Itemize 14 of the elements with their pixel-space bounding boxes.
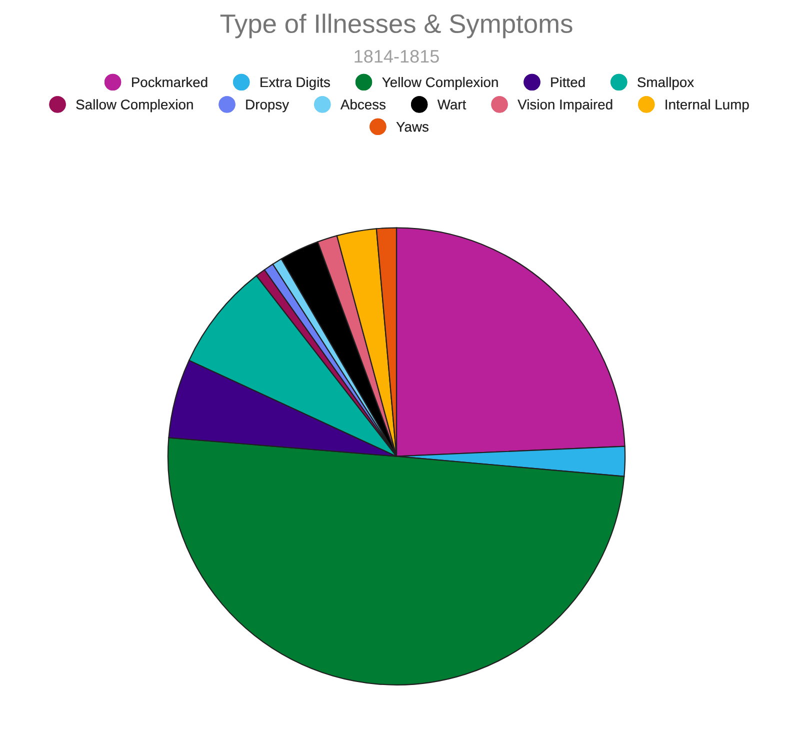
legend-label: Sallow Complexion: [76, 99, 193, 112]
legend-label: Extra Digits: [260, 76, 330, 90]
legend-label: Pockmarked: [132, 76, 208, 88]
legend-label: Vision Impaired: [518, 99, 612, 112]
legend-label: Dropsy: [246, 100, 290, 112]
chart-subtitle: 1814-1815: [354, 50, 439, 63]
chart-title: Type of Illnesses & Symptoms: [220, 14, 572, 38]
legend-label: Smallpox: [638, 76, 694, 90]
legend-label: Wart: [437, 100, 466, 110]
legend-label: Internal Lump: [666, 99, 749, 112]
legend-label: Abcess: [340, 99, 386, 110]
legend-label: Yellow Complexion: [382, 76, 498, 90]
legend-label: Yaws: [396, 122, 428, 132]
legend-label: Pitted: [551, 76, 585, 88]
